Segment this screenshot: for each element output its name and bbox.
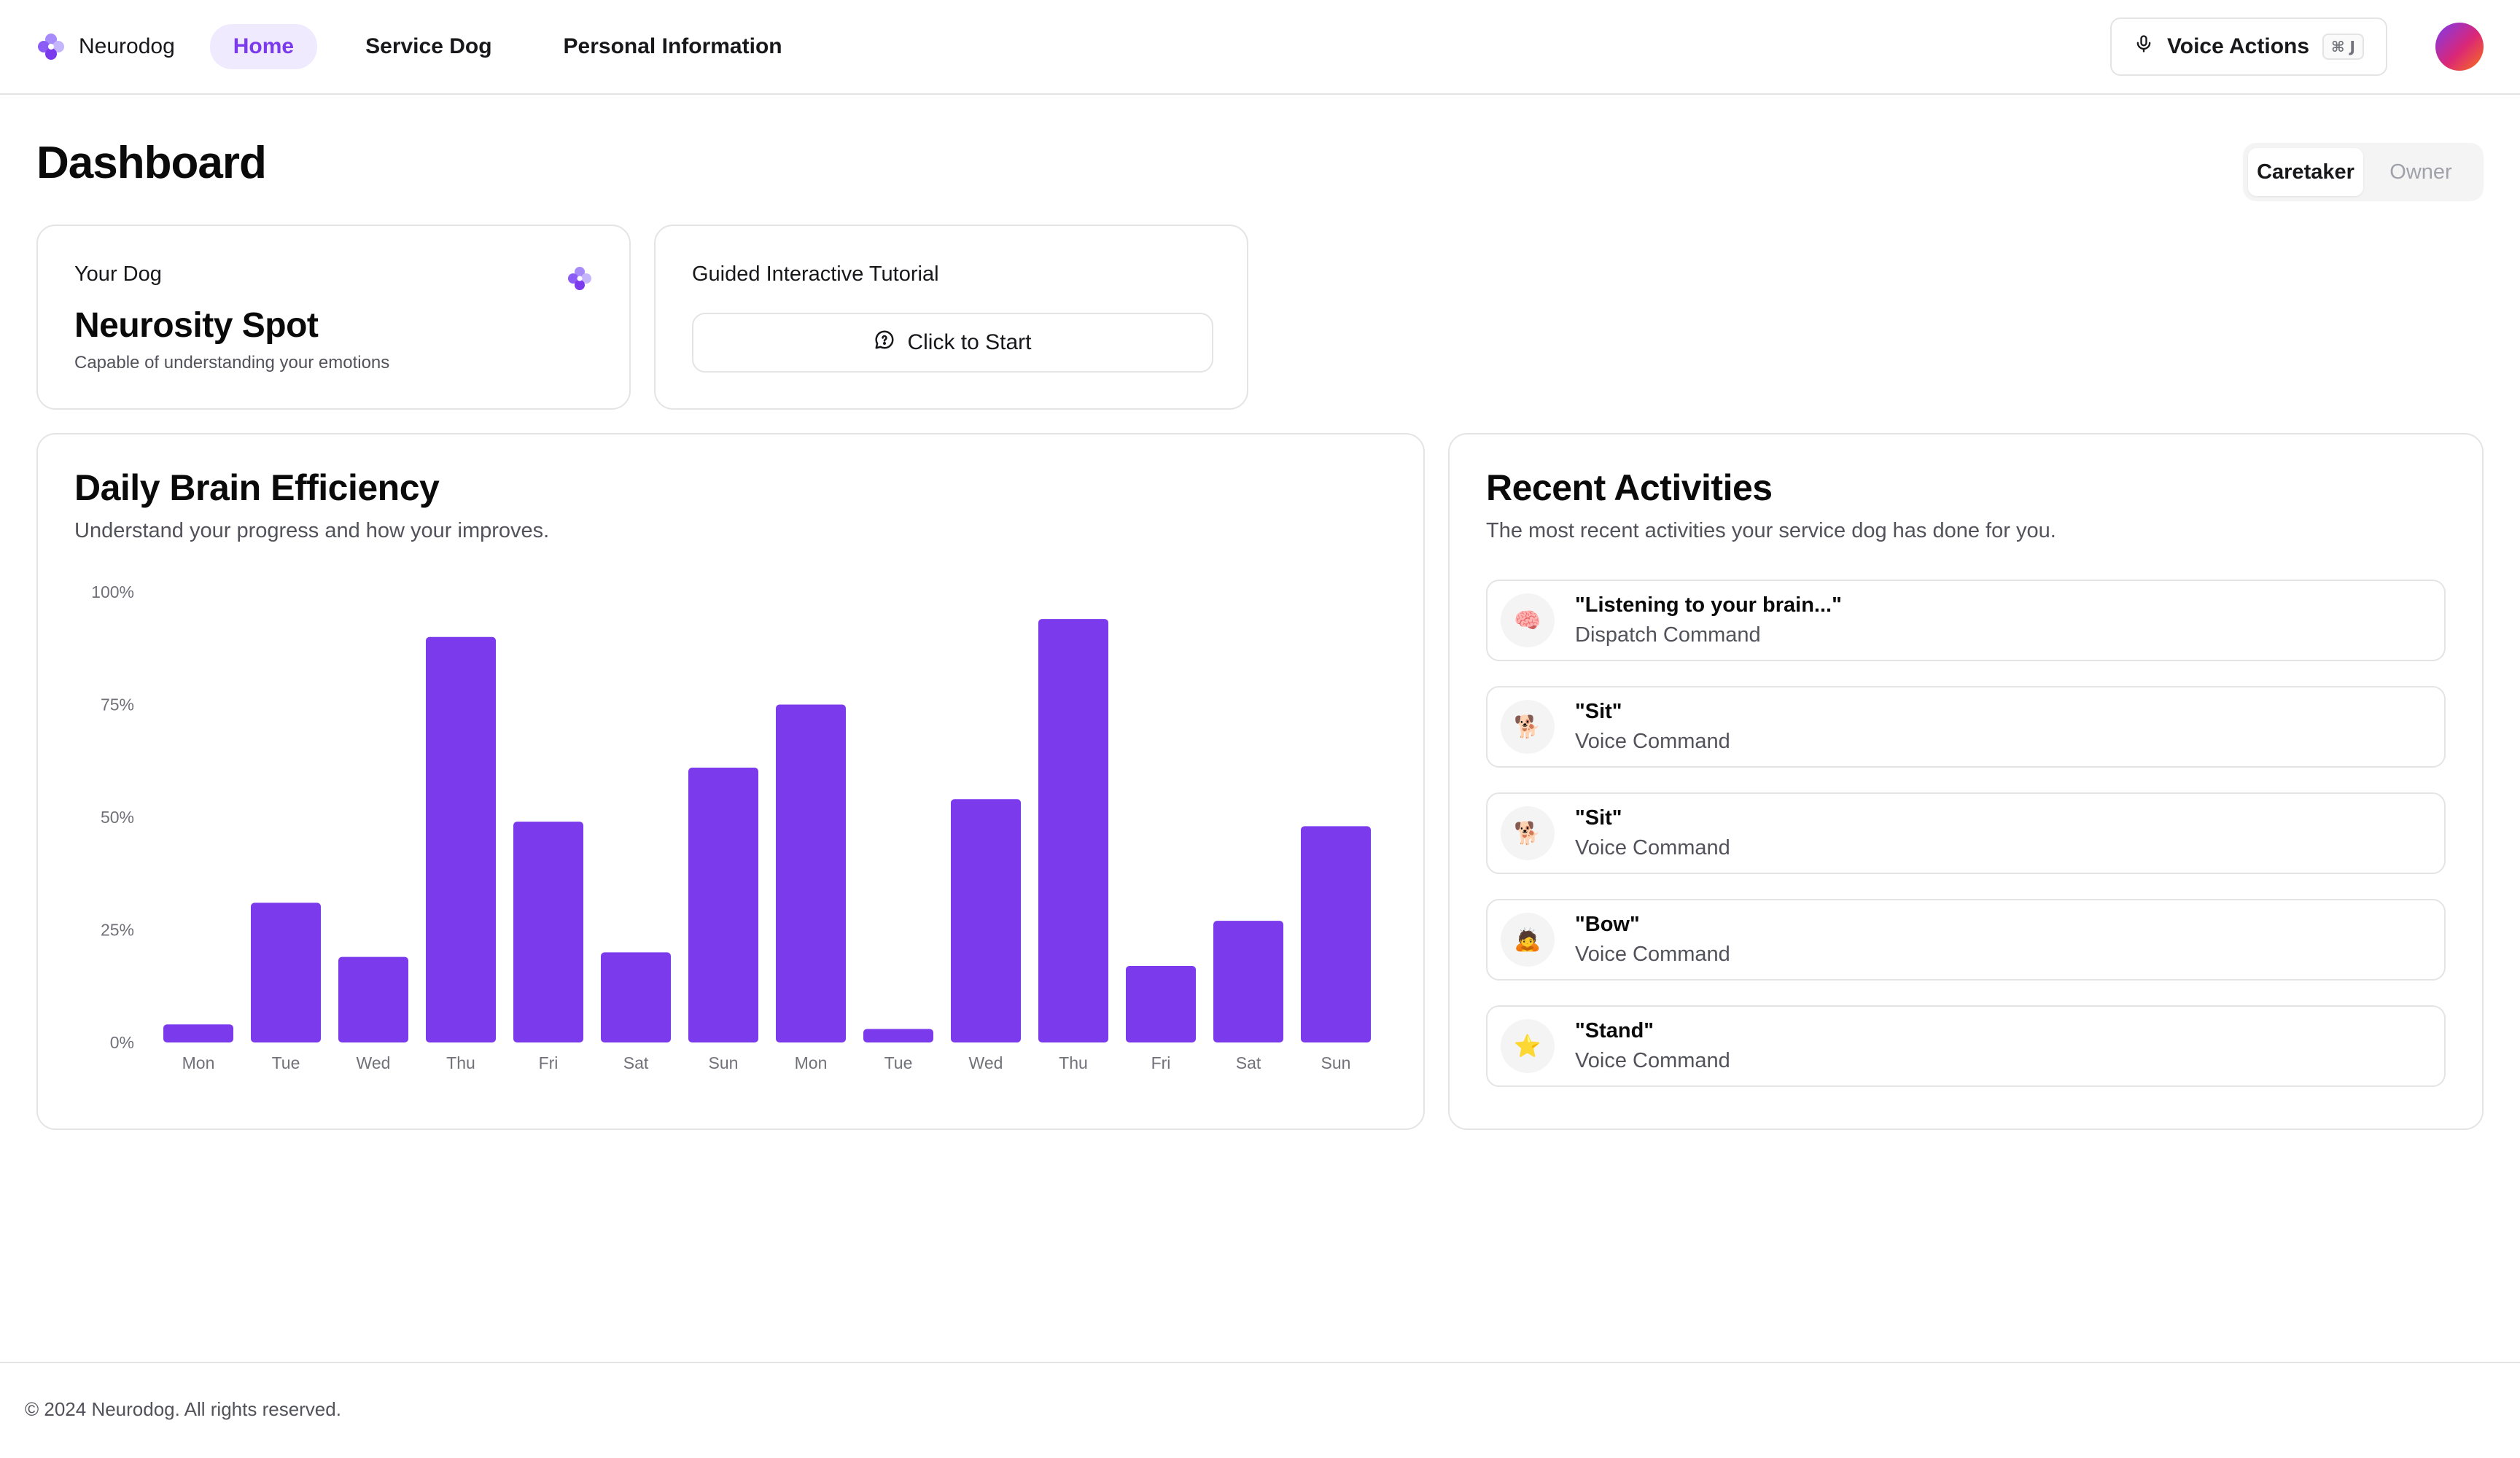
activity-type: Voice Command [1575,1049,1730,1072]
x-axis-tick-label: Mon [795,1053,828,1072]
chart-bar-wed-9[interactable] [951,799,1021,1042]
start-tutorial-button[interactable]: Click to Start [692,313,1213,373]
chart-bar-fri-11[interactable] [1126,965,1196,1042]
x-axis-tick-label: Wed [357,1053,391,1072]
tutorial-card-label: Guided Interactive Tutorial [692,262,939,286]
activity-item[interactable]: 🐕 "Sit" Voice Command [1486,792,2446,874]
activity-type: Voice Command [1575,730,1730,753]
role-toggle: Caretaker Owner [2243,143,2484,201]
chart-bar-tue-8[interactable] [863,1029,933,1042]
activity-title: "Sit" [1575,806,1622,830]
chart-bar-wed-2[interactable] [338,956,408,1042]
brand-name: Neurodog [79,34,175,58]
nav-item-home[interactable]: Home [209,24,318,69]
chart-bar-mon-0[interactable] [163,1024,233,1042]
neurodog-logo-icon [565,264,594,293]
activity-title: "Sit" [1575,700,1622,723]
chart-bar-sun-13[interactable] [1301,826,1371,1042]
x-axis-tick-label: Sun [1321,1053,1351,1072]
role-owner-tab[interactable]: Owner [2389,160,2452,184]
x-axis-tick-label: Sat [1236,1053,1261,1072]
y-axis-tick-label: 25% [101,921,134,940]
x-axis-tick-label: Mon [182,1053,215,1072]
sitting-dog-icon: 🐕 [1501,700,1555,754]
chart-bar-thu-10[interactable] [1038,619,1108,1042]
nav-item-service-dog[interactable]: Service Dog [365,34,492,58]
activity-text: "Sit" Voice Command [1575,700,1730,754]
x-axis-tick-label: Sun [709,1053,739,1072]
chart-bar-tue-1[interactable] [251,903,321,1042]
chart-bar-sun-6[interactable] [688,768,758,1042]
activity-title: "Bow" [1575,913,1640,936]
daily-brain-efficiency-card: Daily Brain Efficiency Understand your p… [36,433,1425,1130]
brain-icon: 🧠 [1501,593,1555,647]
activity-item[interactable]: 🐕 "Sit" Voice Command [1486,686,2446,768]
chart-bar-sat-5[interactable] [601,952,671,1042]
x-axis-tick-label: Tue [272,1053,300,1072]
activity-text: "Bow" Voice Command [1575,913,1730,967]
chat-bubble-icon [874,329,895,356]
nav-item-personal-information[interactable]: Personal Information [563,34,782,58]
avatar[interactable] [2435,23,2484,71]
copyright-text: © 2024 Neurodog. All rights reserved. [25,1398,341,1420]
footer: © 2024 Neurodog. All rights reserved. [0,1362,2520,1458]
activity-type: Voice Command [1575,943,1730,966]
activity-title: "Listening to your brain..." [1575,593,1842,617]
neurodog-logo-icon [36,32,66,61]
activity-type: Dispatch Command [1575,623,1761,647]
x-axis-tick-label: Thu [1059,1053,1088,1072]
dog-card-label: Your Dog [74,262,162,286]
top-navigation-bar: Neurodog Home Service Dog Personal Infor… [0,0,2520,95]
y-axis-tick-label: 75% [101,695,134,714]
dog-name: Neurosity Spot [74,306,319,345]
y-axis-tick-label: 0% [110,1033,134,1052]
keyboard-shortcut: ⌘ J [2322,34,2364,60]
brain-efficiency-bar-chart: 0% 25% 50% 75% 100% Mon Tue Wed Thu Fri Sat Sun Mon T… [91,582,1371,1072]
chart-bar-fri-4[interactable] [513,822,583,1042]
activity-title: "Stand" [1575,1019,1654,1042]
start-tutorial-label: Click to Start [907,330,1032,354]
chart-bar-thu-3[interactable] [426,636,496,1042]
activities-card-subtitle: The most recent activities your service … [1486,519,2056,542]
x-axis-tick-label: Sat [623,1053,649,1072]
brand[interactable]: Neurodog [36,32,175,61]
chart-bar-mon-7[interactable] [776,704,846,1043]
voice-actions-button[interactable]: Voice Actions ⌘ J [2110,17,2387,76]
x-axis-tick-label: Fri [1151,1053,1171,1072]
activity-item[interactable]: 🙇 "Bow" Voice Command [1486,899,2446,981]
activities-card-title: Recent Activities [1486,467,1773,508]
y-axis-tick-label: 100% [91,582,134,601]
role-caretaker-tab[interactable]: Caretaker [2248,148,2363,196]
bowing-person-icon: 🙇 [1501,913,1555,967]
header-actions: Voice Actions ⌘ J [2110,17,2484,76]
activity-item[interactable]: ⭐ "Stand" Voice Command [1486,1005,2446,1087]
sitting-dog-icon: 🐕 [1501,806,1555,860]
dog-description: Capable of understanding your emotions [74,353,390,373]
activity-item[interactable]: 🧠 "Listening to your brain..." Dispatch … [1486,580,2446,661]
activity-text: "Sit" Voice Command [1575,806,1730,860]
tutorial-card: Guided Interactive Tutorial Click to Sta… [654,225,1248,410]
chart-card-title: Daily Brain Efficiency [74,467,440,508]
activity-text: "Stand" Voice Command [1575,1019,1730,1073]
x-axis-tick-label: Fri [539,1053,559,1072]
star-icon: ⭐ [1501,1019,1555,1073]
your-dog-card: Your Dog Neurosity Spot Capable of under… [36,225,631,410]
x-axis-tick-label: Wed [969,1053,1003,1072]
chart-card-subtitle: Understand your progress and how your im… [74,519,550,542]
activity-text: "Listening to your brain..." Dispatch Co… [1575,593,1842,647]
recent-activities-card: Recent Activities The most recent activi… [1448,433,2484,1130]
x-axis-tick-label: Tue [884,1053,913,1072]
main-nav: Home Service Dog Personal Information [209,24,806,69]
voice-actions-label: Voice Actions [2166,34,2310,58]
y-axis-tick-label: 50% [101,808,134,827]
chart-bar-sat-12[interactable] [1213,921,1283,1042]
activity-type: Voice Command [1575,836,1730,859]
activity-list: 🧠 "Listening to your brain..." Dispatch … [1486,580,2446,1087]
microphone-icon [2134,34,2154,60]
x-axis-tick-label: Thu [446,1053,475,1072]
page-title: Dashboard [36,138,267,188]
